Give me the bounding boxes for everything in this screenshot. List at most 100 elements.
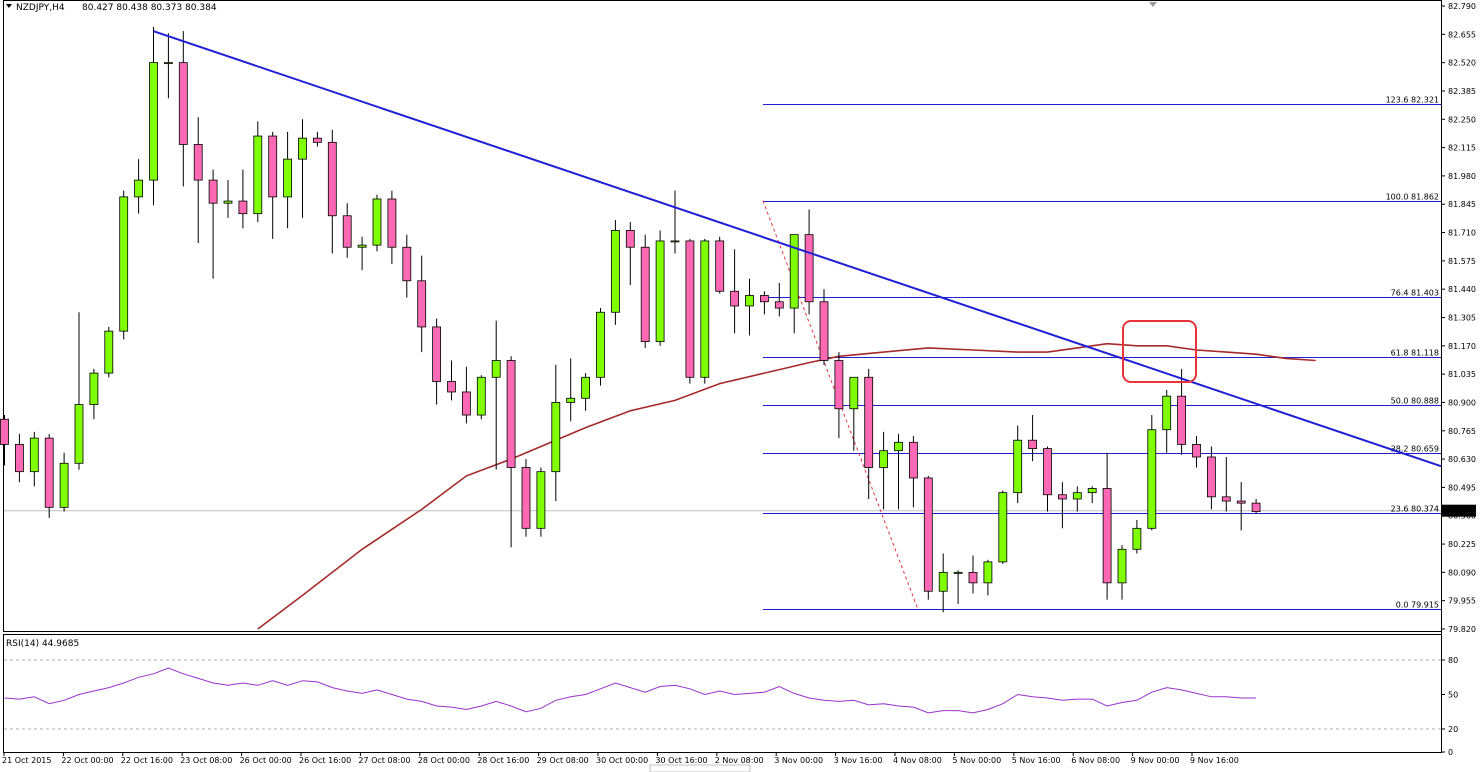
candle — [1087, 486, 1097, 504]
bear-candle-body — [193, 144, 203, 181]
bear-candle-body — [447, 381, 456, 393]
bear-candle-body — [0, 418, 9, 445]
bear-candle-body — [387, 198, 397, 248]
horizontal-scrollbar[interactable] — [649, 764, 751, 772]
bull-candle-body — [89, 372, 99, 405]
bull-candle-body — [983, 561, 993, 584]
candle — [730, 249, 739, 334]
bear-candle-body — [312, 137, 322, 143]
fib-level-label: 0.0 79.915 — [1396, 601, 1439, 610]
candle — [864, 368, 874, 499]
bear-candle-body — [342, 215, 352, 248]
bear-candle-body — [1177, 395, 1186, 445]
candle — [74, 312, 84, 470]
bull-candle-body — [1117, 548, 1127, 584]
fib-level-label: 23.6 80.374 — [1391, 505, 1439, 514]
candle — [879, 431, 888, 510]
bull-candle-body — [938, 571, 948, 592]
rsi-levels: 80 50 20 0 — [4, 656, 1458, 757]
candle — [134, 159, 144, 214]
candle — [447, 360, 456, 401]
candle — [208, 169, 218, 279]
bull-candle-body — [59, 462, 69, 508]
candle — [625, 222, 635, 285]
bear-candle-body — [461, 391, 471, 416]
candle — [461, 366, 471, 424]
bull-candle-body — [655, 240, 665, 343]
candle — [342, 203, 352, 258]
candle — [312, 131, 322, 147]
symbol-label: NZDJPY,H4 — [16, 3, 65, 13]
chart-shift-marker-icon[interactable] — [1149, 2, 1157, 7]
bull-candle-body — [1132, 527, 1142, 550]
candle — [670, 190, 680, 254]
candlestick-series — [0, 26, 1261, 613]
price-tick-label: 82.655 — [1448, 30, 1476, 39]
time-axis: 21 Oct 2015 22 Oct 00:00 22 Oct 16:00 23 Oc… — [2, 752, 1239, 765]
bear-candle-body — [327, 141, 337, 217]
candle — [178, 31, 188, 187]
rsi-tick-label: 0 — [1448, 748, 1453, 757]
bull-candle-body — [670, 240, 680, 243]
candle — [387, 190, 397, 265]
price-tick-label: 80.900 — [1448, 398, 1476, 407]
bear-candle-body — [715, 240, 725, 292]
bear-candle-body — [521, 467, 531, 529]
candle — [551, 364, 561, 502]
time-tick-label: 9 Nov 00:00 — [1131, 756, 1180, 765]
candle — [506, 356, 516, 548]
price-tick-label: 81.170 — [1448, 342, 1476, 351]
rsi-line — [4, 667, 1257, 714]
price-tick-label: 82.790 — [1448, 2, 1476, 11]
price-tick-label: 81.845 — [1448, 200, 1476, 209]
price-tick-label: 82.385 — [1448, 87, 1476, 96]
candle — [983, 559, 993, 596]
price-tick-label: 80.765 — [1448, 427, 1476, 436]
candle — [1207, 446, 1216, 510]
price-tick-label: 80.630 — [1448, 455, 1476, 464]
bull-candle-body — [700, 240, 710, 378]
candle — [476, 375, 486, 420]
candle — [834, 352, 844, 439]
descending-trendline[interactable] — [153, 30, 1442, 468]
candle — [909, 436, 918, 508]
candle — [283, 131, 293, 229]
sma-polyline — [257, 342, 1316, 630]
bear-candle-body — [819, 301, 829, 361]
bull-candle-body — [789, 234, 799, 309]
bull-candle-body — [163, 62, 173, 65]
symbol-dropdown-icon[interactable] — [6, 4, 12, 8]
price-tick-label: 82.115 — [1448, 144, 1476, 153]
candle — [1058, 482, 1067, 529]
bear-candle-body — [640, 246, 650, 343]
bear-candle-body — [208, 179, 218, 204]
candle — [819, 289, 829, 365]
bull-candle-body — [611, 230, 620, 313]
rsi-polyline — [4, 667, 1257, 714]
candle — [1132, 519, 1142, 554]
candle — [1251, 498, 1261, 514]
price-tick-label: 79.820 — [1448, 625, 1476, 634]
time-tick-label: 28 Oct 00:00 — [418, 756, 470, 765]
rsi-pane-frame — [3, 634, 1442, 753]
candle — [953, 570, 963, 604]
candle — [1117, 545, 1127, 600]
bear-candle-body — [1207, 456, 1216, 498]
bear-candle-body — [774, 301, 784, 309]
bear-candle-body — [402, 246, 412, 282]
candle — [0, 415, 9, 466]
candle — [1236, 482, 1246, 531]
candle — [193, 117, 203, 244]
bull-candle-body — [476, 376, 486, 416]
bear-candle-body — [760, 295, 769, 303]
price-tick-label: 80.495 — [1448, 483, 1476, 492]
highlight-box — [1122, 320, 1197, 383]
candle — [268, 131, 278, 239]
price-tick-label: 81.035 — [1448, 370, 1476, 379]
candle — [640, 234, 650, 348]
candle — [104, 326, 114, 378]
fibonacci-retracement[interactable]: 123.6 82.321 100.0 81.862 76.4 81.403 61.8 … — [762, 96, 1441, 610]
ohlc-readout: 80.427 80.438 80.373 80.384 — [82, 3, 217, 13]
fib-level-label: 50.0 80.888 — [1391, 397, 1439, 406]
